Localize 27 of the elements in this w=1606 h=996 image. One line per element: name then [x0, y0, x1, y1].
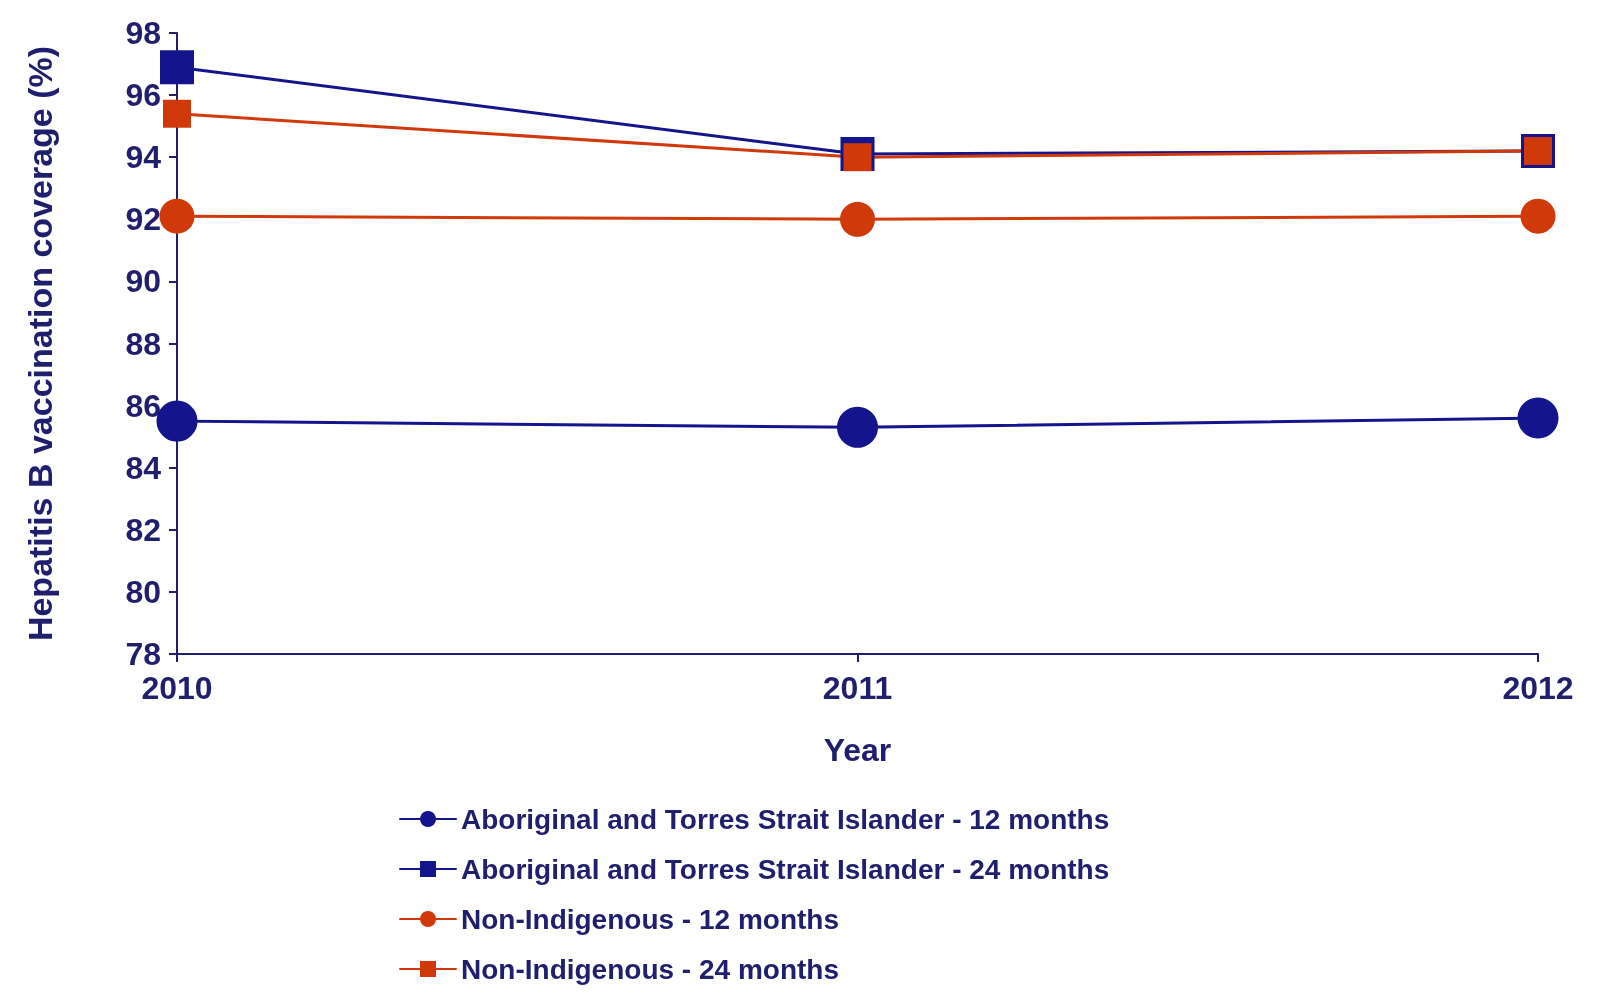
y-tick-label: 88: [125, 325, 161, 362]
y-tick-label: 86: [125, 387, 161, 424]
point: [159, 198, 195, 234]
x-tick-label: 2010: [141, 670, 213, 706]
y-tick-label: 84: [125, 449, 162, 486]
point: [1520, 198, 1556, 234]
y-tick-label: 92: [125, 201, 161, 238]
y-tick-label: 90: [125, 263, 161, 300]
legend-label: Non-Indigenous - 12 months: [461, 903, 839, 935]
y-tick-label: 80: [125, 573, 161, 610]
y-tick-label: 78: [125, 636, 161, 672]
y-tick-label: 96: [125, 77, 161, 114]
point: [163, 99, 191, 128]
x-tick-label: 2012: [1502, 670, 1574, 706]
legend-label: Non-Indigenous - 24 months: [461, 953, 839, 985]
y-tick-label: 94: [125, 139, 162, 176]
point: [837, 406, 878, 448]
point: [1517, 397, 1559, 439]
point: [160, 50, 194, 85]
x-tick-label: 2011: [822, 670, 893, 706]
y-tick-label: 82: [125, 511, 161, 548]
legend-label: Aboriginal and Torres Strait Islander - 12 months: [461, 803, 1110, 835]
y-tick-label: 98: [125, 15, 161, 51]
x-axis-title: Year: [823, 732, 892, 768]
y-axis-title: Hepatitis B vaccination coverage (%): [21, 45, 59, 642]
legend-label: Aboriginal and Torres Strait Islander - 24 months: [461, 853, 1110, 885]
point: [840, 201, 875, 237]
